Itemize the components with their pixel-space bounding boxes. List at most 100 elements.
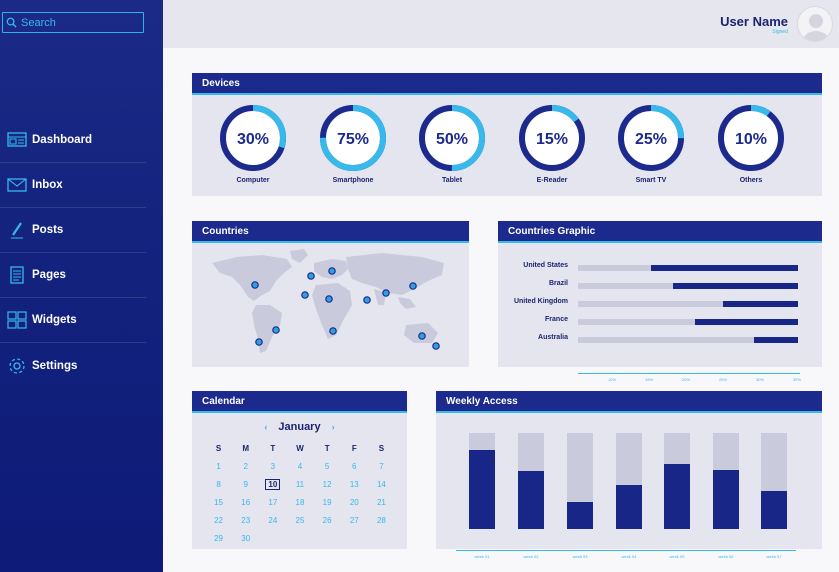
- calendar-day[interactable]: 6: [352, 461, 357, 471]
- calendar-day[interactable]: 17: [268, 497, 278, 507]
- calendar-day[interactable]: 14: [376, 479, 386, 489]
- device-donut-tablet[interactable]: 50% Tablet: [414, 105, 490, 184]
- user-icon: [803, 14, 829, 41]
- weekly-bar-label: week 01: [474, 554, 490, 559]
- device-donut-smart-tv[interactable]: 25% Smart TV: [613, 105, 689, 184]
- country-bar-row[interactable]: United States: [498, 262, 818, 272]
- next-month-button[interactable]: ›: [331, 422, 335, 432]
- device-donut-computer[interactable]: 30% Computer: [215, 105, 291, 184]
- continents: [212, 249, 444, 353]
- calendar-day[interactable]: 19: [322, 497, 332, 507]
- avatar[interactable]: [797, 6, 833, 42]
- calendar-day[interactable]: 13: [349, 479, 359, 489]
- weekly-bar-track[interactable]: [469, 433, 495, 529]
- calendar-day[interactable]: 27: [349, 515, 359, 525]
- country-label: United States: [523, 262, 568, 269]
- world-map[interactable]: [192, 243, 469, 367]
- x-tick-label: 30%: [756, 377, 765, 382]
- weekly-bar-track[interactable]: [713, 433, 739, 529]
- country-bar-row[interactable]: France: [498, 316, 818, 326]
- calendar-day[interactable]: 7: [379, 461, 384, 471]
- panel-title: Weekly Access: [436, 391, 822, 413]
- country-bar: [650, 265, 798, 271]
- weekly-bar-label: week 05: [669, 554, 685, 559]
- donut-arc: [618, 105, 684, 171]
- calendar-day[interactable]: 2: [243, 461, 248, 471]
- sidebar-item-label: Dashboard: [32, 134, 93, 146]
- calendar-day[interactable]: 5: [324, 461, 330, 471]
- sidebar-item-inbox[interactable]: Inbox: [0, 163, 146, 208]
- map-pin: [255, 338, 263, 346]
- calendar-day[interactable]: 21: [376, 497, 386, 507]
- sidebar-item-pages[interactable]: Pages: [0, 253, 146, 298]
- calendar-day[interactable]: 10: [259, 478, 286, 490]
- country-bar-row[interactable]: Brazil: [498, 280, 818, 290]
- countries-bar-chart: United States Brazil United Kingdom France A…: [498, 243, 822, 382]
- calendar-day[interactable]: 4: [297, 461, 303, 471]
- calendar-day[interactable]: 16: [241, 497, 251, 507]
- weekly-bar-label: week 02: [523, 554, 539, 559]
- calendar-today[interactable]: 10: [265, 478, 281, 490]
- donut-label: Tablet: [441, 177, 463, 184]
- country-bar-row[interactable]: Australia: [498, 334, 818, 344]
- weekly-bar-track[interactable]: [761, 433, 787, 529]
- map-pin: [251, 281, 259, 289]
- weekday-label: T: [324, 443, 330, 453]
- search-input[interactable]: Search: [2, 12, 144, 33]
- page-icon: [6, 264, 28, 286]
- sidebar-item-widgets[interactable]: Widgets: [0, 298, 146, 343]
- calendar-week-row: 22 23 24 25 26 27 28: [205, 511, 395, 529]
- calendar-day[interactable]: 18: [295, 497, 305, 507]
- weekly-bar-track[interactable]: [518, 433, 544, 529]
- device-donut-others[interactable]: 10% Others: [713, 105, 789, 184]
- sidebar-nav: Dashboard Inbox Posts Pages Widgets: [0, 118, 146, 388]
- calendar-day[interactable]: 24: [268, 515, 278, 525]
- x-tick-label: 25%: [719, 377, 728, 382]
- weekly-bar-track[interactable]: [664, 433, 690, 529]
- map-pin: [301, 291, 309, 299]
- prev-month-button[interactable]: ‹: [264, 422, 268, 432]
- calendar-day[interactable]: 25: [295, 515, 305, 525]
- calendar-day[interactable]: 22: [214, 515, 224, 525]
- device-donut-e-reader[interactable]: 15% E-Reader: [514, 105, 590, 184]
- country-bar-track: [578, 301, 798, 307]
- calendar-day[interactable]: 29: [214, 533, 224, 543]
- donut-label: Computer: [236, 177, 270, 184]
- calendar-day[interactable]: 30: [241, 533, 251, 543]
- calendar-day[interactable]: 23: [241, 515, 251, 525]
- sidebar-item-posts[interactable]: Posts: [0, 208, 146, 253]
- calendar-day[interactable]: 11: [295, 479, 305, 489]
- donut-value: 10%: [735, 131, 767, 148]
- devices-donuts: 30% Computer 75% Smartphone 50% Tablet 15% E-Re…: [192, 95, 822, 195]
- gear-icon: [6, 355, 28, 377]
- calendar-day[interactable]: 20: [349, 497, 359, 507]
- map-pin: [382, 289, 390, 297]
- calendar-month-nav: ‹ January ›: [192, 421, 407, 433]
- calendar-day[interactable]: 28: [376, 515, 386, 525]
- country-bar: [754, 337, 798, 343]
- donut-label: Smart TV: [635, 177, 667, 184]
- calendar-day[interactable]: 8: [216, 479, 221, 489]
- country-bar-track: [578, 265, 798, 271]
- calendar-week-row: 29 30: [205, 529, 395, 547]
- user-name[interactable]: User Name: [720, 14, 788, 29]
- x-tick-label: 20%: [682, 377, 691, 382]
- donut-label: E-Reader: [536, 177, 568, 184]
- weekly-bar-track[interactable]: [616, 433, 642, 529]
- sidebar-item-settings[interactable]: Settings: [0, 343, 146, 388]
- calendar-day[interactable]: 3: [270, 461, 276, 471]
- country-label: Australia: [538, 334, 568, 341]
- calendar-day[interactable]: 1: [216, 461, 221, 471]
- calendar-day[interactable]: 15: [214, 497, 224, 507]
- panel-title: Devices: [192, 73, 822, 95]
- country-bar-row[interactable]: United Kingdom: [498, 298, 818, 308]
- calendar-day[interactable]: 12: [322, 479, 332, 489]
- calendar-day[interactable]: 9: [243, 479, 248, 489]
- calendar-day[interactable]: 26: [322, 515, 332, 525]
- weekly-bar-track[interactable]: [567, 433, 593, 529]
- weekly-bar: [469, 450, 495, 529]
- weekly-bar: [518, 471, 544, 529]
- device-donut-smartphone[interactable]: 75% Smartphone: [315, 105, 391, 184]
- sidebar-item-dashboard[interactable]: Dashboard: [0, 118, 146, 163]
